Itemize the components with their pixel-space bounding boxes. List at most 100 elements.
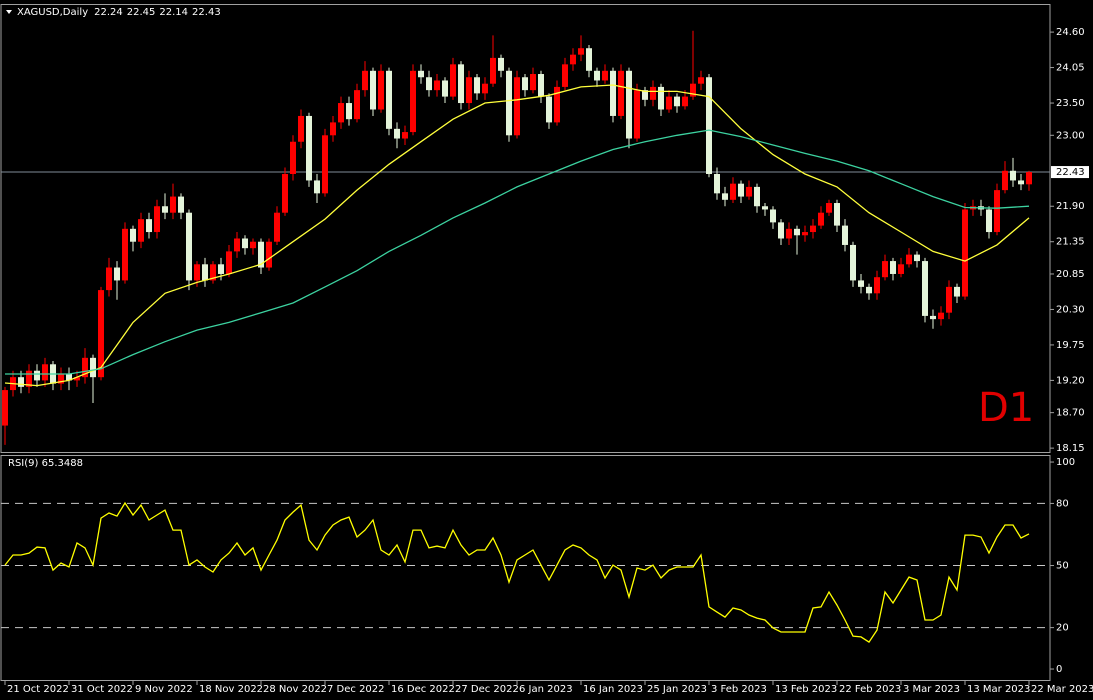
moving-average bbox=[4, 84, 1030, 387]
candle-body bbox=[570, 54, 576, 65]
candle-body bbox=[1026, 172, 1032, 185]
x-tick-label: 3 Feb 2023 bbox=[711, 684, 767, 695]
candle-body bbox=[634, 90, 640, 139]
candle-body bbox=[578, 48, 584, 55]
candle-body bbox=[162, 206, 168, 213]
symbol: XAGUSD,Daily bbox=[17, 7, 88, 18]
candle-body bbox=[442, 80, 448, 97]
y-tick-label: 100 bbox=[1056, 457, 1075, 468]
candle-body bbox=[802, 232, 808, 236]
candle-body bbox=[706, 77, 712, 174]
candle-body bbox=[466, 77, 472, 104]
candle-body bbox=[538, 74, 544, 97]
candle-body bbox=[586, 48, 592, 71]
x-tick-label: 28 Nov 2022 bbox=[263, 684, 327, 695]
candle-body bbox=[2, 390, 8, 426]
y-tick-label: 50 bbox=[1056, 561, 1069, 572]
x-tick-label: 9 Nov 2022 bbox=[135, 684, 193, 695]
candle-body bbox=[722, 193, 728, 200]
menu-triangle[interactable] bbox=[6, 10, 12, 14]
candle-body bbox=[914, 254, 920, 262]
y-tick-label: 19.20 bbox=[1056, 375, 1085, 386]
candle-body bbox=[874, 277, 880, 294]
candle-body bbox=[906, 254, 912, 265]
rsi-panel-frame bbox=[0, 455, 1051, 681]
candle-body bbox=[530, 74, 536, 91]
candle-body bbox=[778, 222, 784, 239]
candle-body bbox=[346, 103, 352, 120]
y-tick-label: 18.70 bbox=[1056, 408, 1085, 419]
x-tick-label: 16 Dec 2022 bbox=[391, 684, 455, 695]
candle-body bbox=[138, 219, 144, 242]
x-tick-label: 22 Mar 2023 bbox=[1031, 684, 1093, 695]
candle-body bbox=[34, 370, 40, 381]
candle-body bbox=[410, 70, 416, 133]
x-tick-label: 7 Dec 2022 bbox=[327, 684, 385, 695]
candle-body bbox=[1002, 170, 1008, 191]
candle-body bbox=[354, 90, 360, 120]
candle-body bbox=[106, 267, 112, 291]
candle-body bbox=[298, 115, 304, 142]
candle-body bbox=[810, 225, 816, 233]
candle-body bbox=[338, 103, 344, 123]
candle-body bbox=[202, 264, 208, 281]
candle-body bbox=[122, 228, 128, 281]
candle-body bbox=[258, 241, 264, 268]
candle-body bbox=[594, 70, 600, 81]
candle-body bbox=[818, 212, 824, 226]
x-tick-label: 6 Jan 2023 bbox=[519, 684, 573, 695]
candle-body bbox=[242, 238, 248, 249]
candle-body bbox=[146, 219, 152, 233]
candle-body bbox=[834, 203, 840, 226]
candle-body bbox=[842, 225, 848, 245]
candle-body bbox=[954, 286, 960, 297]
candle-body bbox=[458, 64, 464, 104]
candle-body bbox=[114, 267, 120, 281]
candle-body bbox=[674, 96, 680, 107]
x-tick-label: 18 Nov 2022 bbox=[199, 684, 263, 695]
candle-body bbox=[66, 373, 72, 381]
x-tick-label: 13 Mar 2023 bbox=[967, 684, 1030, 695]
candle-body bbox=[274, 212, 280, 242]
candle-body bbox=[450, 64, 456, 97]
candle-body bbox=[26, 370, 32, 387]
candle-body bbox=[154, 206, 160, 233]
candle-body bbox=[626, 70, 632, 139]
y-tick-label: 21.90 bbox=[1056, 201, 1085, 212]
candle-body bbox=[306, 115, 312, 181]
x-tick-label: 16 Jan 2023 bbox=[583, 684, 643, 695]
candle-body bbox=[330, 122, 336, 136]
candle-body bbox=[210, 264, 216, 281]
candle-body bbox=[314, 180, 320, 194]
candle-body bbox=[986, 209, 992, 233]
candle-body bbox=[714, 173, 720, 194]
candle-body bbox=[922, 261, 928, 316]
y-tick-label: 24.60 bbox=[1056, 27, 1085, 38]
candle-body bbox=[1010, 170, 1016, 181]
candle-body bbox=[786, 228, 792, 239]
candle-body bbox=[794, 228, 800, 236]
candle-body bbox=[754, 186, 760, 207]
candle-body bbox=[74, 377, 80, 381]
candle-body bbox=[178, 196, 184, 213]
candle-body bbox=[498, 57, 504, 71]
header-close: 22.43 bbox=[192, 7, 221, 18]
price-panel-frame bbox=[0, 4, 1051, 453]
candle-body bbox=[378, 70, 384, 110]
candle-body bbox=[698, 77, 704, 84]
candle-body bbox=[1018, 180, 1024, 185]
candle-body bbox=[266, 241, 272, 268]
y-tick-label: 80 bbox=[1056, 498, 1069, 509]
candle-body bbox=[482, 83, 488, 94]
candle-body bbox=[322, 135, 328, 194]
y-tick-label: 20.85 bbox=[1056, 269, 1085, 280]
x-tick-label: 25 Jan 2023 bbox=[647, 684, 707, 695]
header-open: 22.24 bbox=[94, 7, 123, 18]
candle-body bbox=[290, 141, 296, 174]
candle-body bbox=[418, 70, 424, 78]
candle-body bbox=[434, 80, 440, 91]
y-tick-label: 21.35 bbox=[1056, 237, 1085, 248]
candle-body bbox=[938, 312, 944, 320]
